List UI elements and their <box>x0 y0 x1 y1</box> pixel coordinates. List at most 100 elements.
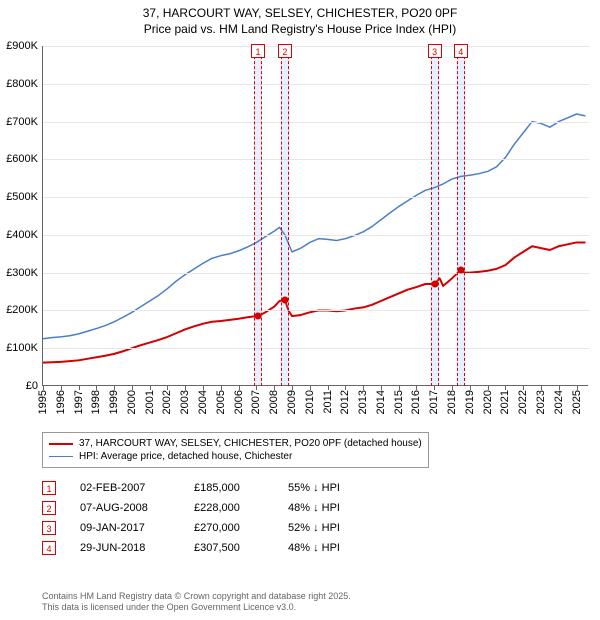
x-tick-label: 1996 <box>55 390 67 414</box>
x-tick-label: 2021 <box>499 390 511 414</box>
sale-dot <box>255 313 262 320</box>
table-row: 1 02-FEB-2007 £185,000 55% ↓ HPI <box>42 478 368 498</box>
x-tick-label: 2024 <box>553 390 565 414</box>
series-line-price_paid <box>43 242 585 362</box>
chart-area: 1234 19951996199719981999200020012002200… <box>42 46 588 386</box>
y-tick-label: £300K <box>6 267 38 279</box>
row-marker: 2 <box>42 501 56 515</box>
marker-number-box: 2 <box>278 44 292 58</box>
y-tick-label: £200K <box>6 304 38 316</box>
sale-dot <box>457 266 464 273</box>
gridline <box>43 310 589 311</box>
gridline <box>43 159 589 160</box>
y-tick-label: £100K <box>6 342 38 354</box>
legend-swatch-hpi <box>49 456 73 458</box>
x-tick-label: 1998 <box>90 390 102 414</box>
x-tick-label: 2000 <box>126 390 138 414</box>
x-tick-label: 2017 <box>428 390 440 414</box>
row-price: £228,000 <box>194 502 264 514</box>
marker-band <box>281 46 289 386</box>
x-tick-label: 2004 <box>197 390 209 414</box>
marker-number-box: 3 <box>428 44 442 58</box>
x-tick-label: 2012 <box>339 390 351 414</box>
table-row: 4 29-JUN-2018 £307,500 48% ↓ HPI <box>42 538 368 558</box>
plot-region: 1234 <box>42 46 588 386</box>
x-tick-label: 2011 <box>322 390 334 414</box>
row-pct: 48% ↓ HPI <box>288 502 368 514</box>
row-date: 07-AUG-2008 <box>80 502 170 514</box>
gridline <box>43 348 589 349</box>
chart-container: 37, HARCOURT WAY, SELSEY, CHICHESTER, PO… <box>0 0 600 620</box>
row-date: 02-FEB-2007 <box>80 482 170 494</box>
x-tick-label: 2008 <box>268 390 280 414</box>
line-svg <box>43 46 589 386</box>
gridline <box>43 235 589 236</box>
y-tick-label: £0 <box>26 380 38 392</box>
gridline <box>43 84 589 85</box>
footer: Contains HM Land Registry data © Crown c… <box>42 591 351 614</box>
x-tick-label: 2003 <box>179 390 191 414</box>
y-tick-label: £900K <box>6 40 38 52</box>
legend: 37, HARCOURT WAY, SELSEY, CHICHESTER, PO… <box>42 432 429 468</box>
x-tick-label: 1995 <box>37 390 49 414</box>
x-tick-label: 2007 <box>250 390 262 414</box>
x-tick-label: 1999 <box>108 390 120 414</box>
legend-label-price: 37, HARCOURT WAY, SELSEY, CHICHESTER, PO… <box>79 438 422 449</box>
y-tick-label: £400K <box>6 229 38 241</box>
gridline <box>43 273 589 274</box>
gridline <box>43 197 589 198</box>
y-tick-label: £600K <box>6 153 38 165</box>
series-line-hpi <box>43 114 585 339</box>
y-tick-label: £500K <box>6 191 38 203</box>
sales-table: 1 02-FEB-2007 £185,000 55% ↓ HPI 2 07-AUG-200… <box>42 478 368 558</box>
table-row: 3 09-JAN-2017 £270,000 52% ↓ HPI <box>42 518 368 538</box>
legend-label-hpi: HPI: Average price, detached house, Chic… <box>79 451 292 462</box>
x-tick-label: 2016 <box>410 390 422 414</box>
row-price: £185,000 <box>194 482 264 494</box>
gridline <box>43 46 589 47</box>
table-row: 2 07-AUG-2008 £228,000 48% ↓ HPI <box>42 498 368 518</box>
y-tick-label: £700K <box>6 116 38 128</box>
x-tick-label: 2002 <box>161 390 173 414</box>
x-tick-label: 1997 <box>73 390 85 414</box>
x-tick-label: 2022 <box>517 390 529 414</box>
footer-line2: This data is licensed under the Open Gov… <box>42 602 351 614</box>
row-pct: 55% ↓ HPI <box>288 482 368 494</box>
x-tick-label: 2006 <box>233 390 245 414</box>
row-date: 09-JAN-2017 <box>80 522 170 534</box>
x-tick-label: 2019 <box>464 390 476 414</box>
x-tick-label: 2018 <box>446 390 458 414</box>
x-tick-label: 2005 <box>215 390 227 414</box>
x-tick-label: 2020 <box>482 390 494 414</box>
chart-title-line2: Price paid vs. HM Land Registry's House … <box>0 22 600 40</box>
legend-row: 37, HARCOURT WAY, SELSEY, CHICHESTER, PO… <box>49 437 422 450</box>
x-tick-label: 2015 <box>393 390 405 414</box>
row-pct: 48% ↓ HPI <box>288 542 368 554</box>
x-tick-label: 2013 <box>357 390 369 414</box>
x-tick-label: 2023 <box>535 390 547 414</box>
y-tick-label: £800K <box>6 78 38 90</box>
marker-number-box: 1 <box>251 44 265 58</box>
marker-band <box>431 46 439 386</box>
row-price: £307,500 <box>194 542 264 554</box>
footer-line1: Contains HM Land Registry data © Crown c… <box>42 591 351 603</box>
row-date: 29-JUN-2018 <box>80 542 170 554</box>
sale-dot <box>281 296 288 303</box>
gridline <box>43 122 589 123</box>
x-tick-label: 2001 <box>144 390 156 414</box>
legend-swatch-price <box>49 443 73 445</box>
x-tick-label: 2009 <box>286 390 298 414</box>
x-tick-label: 2025 <box>571 390 583 414</box>
marker-band <box>457 46 465 386</box>
chart-title-line1: 37, HARCOURT WAY, SELSEY, CHICHESTER, PO… <box>0 0 600 22</box>
marker-band <box>254 46 262 386</box>
row-marker: 4 <box>42 541 56 555</box>
row-marker: 3 <box>42 521 56 535</box>
x-tick-label: 2014 <box>375 390 387 414</box>
sale-dot <box>431 281 438 288</box>
row-pct: 52% ↓ HPI <box>288 522 368 534</box>
row-price: £270,000 <box>194 522 264 534</box>
row-marker: 1 <box>42 481 56 495</box>
legend-row: HPI: Average price, detached house, Chic… <box>49 450 422 463</box>
x-tick-label: 2010 <box>304 390 316 414</box>
